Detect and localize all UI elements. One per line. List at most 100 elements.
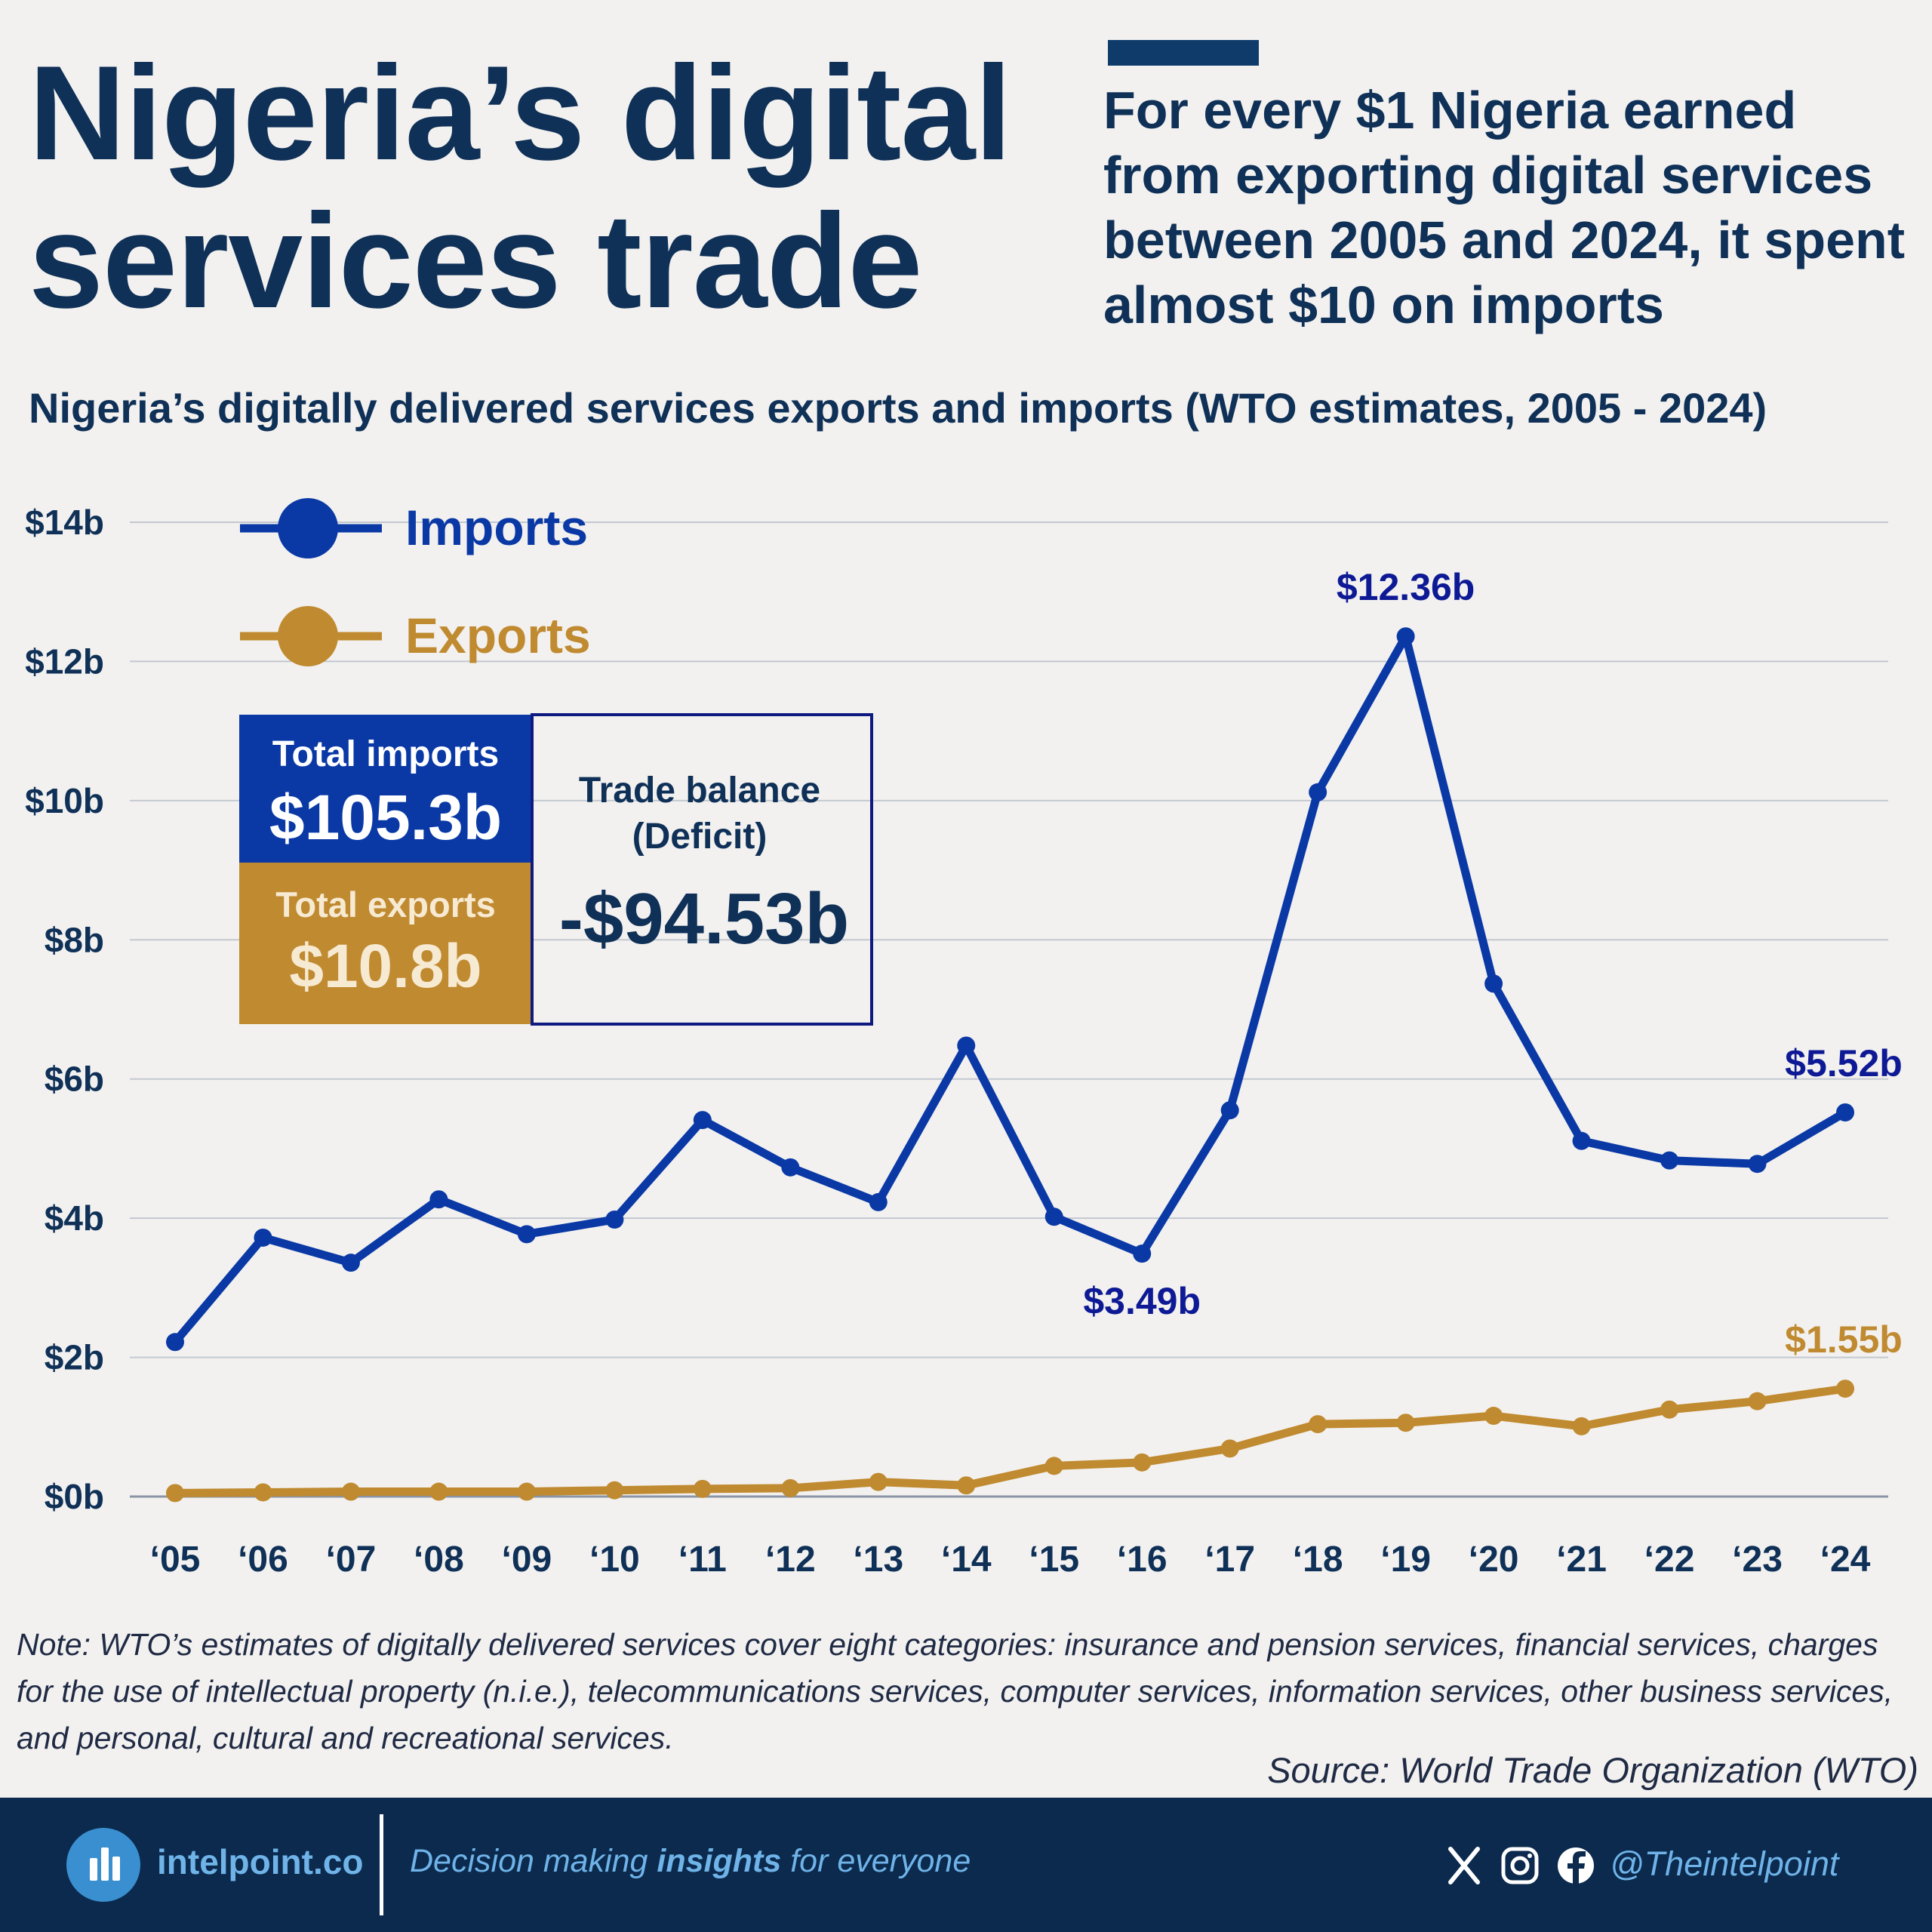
x-tick-label: ‘15 bbox=[1029, 1540, 1079, 1580]
social-icons bbox=[1448, 1847, 1594, 1884]
exports-point bbox=[1220, 1439, 1239, 1458]
legend-label: Exports bbox=[405, 608, 591, 663]
imports-point bbox=[1044, 1208, 1063, 1226]
imports-point bbox=[341, 1254, 360, 1272]
legend-marker bbox=[278, 606, 338, 666]
imports-point bbox=[1220, 1101, 1239, 1120]
x-tick-label: ‘11 bbox=[678, 1540, 727, 1580]
legend-item-imports: Imports bbox=[240, 498, 588, 558]
exports-point bbox=[605, 1481, 624, 1500]
exports-point bbox=[1748, 1392, 1767, 1411]
tagline-post: for everyone bbox=[781, 1843, 971, 1879]
axis-layer: $0b $2b $4b $6b $8b $10b $12b $14b ‘05 ‘06 ‘07 ‘08 ‘… bbox=[25, 503, 1871, 1580]
exports-total-label: Total exports bbox=[275, 884, 496, 924]
page-title: Nigeria’s digital services trade bbox=[29, 39, 1070, 335]
data-label: $12.36b bbox=[1337, 566, 1475, 608]
legend-label: Imports bbox=[405, 500, 588, 555]
balance-value: -$94.53b bbox=[559, 878, 849, 959]
x-tick-label: ‘13 bbox=[853, 1540, 903, 1580]
source-credit: Source: World Trade Organization (WTO) bbox=[1267, 1750, 1918, 1790]
headline-subtitle: For every $1 Nigeria earned from exporti… bbox=[1103, 78, 1926, 337]
exports-point bbox=[1044, 1457, 1063, 1475]
x-tick-label: ‘20 bbox=[1469, 1540, 1519, 1580]
title-line-1: Nigeria’s digital bbox=[29, 38, 1012, 188]
tagline-pre: Decision making bbox=[410, 1843, 657, 1879]
imports-point bbox=[781, 1158, 800, 1177]
data-label: $1.55b bbox=[1785, 1318, 1903, 1361]
annotations: $12.36b $3.49b $5.52b $1.55b bbox=[1083, 566, 1902, 1361]
title-line-2: services trade bbox=[29, 186, 922, 336]
tagline-bold: insights bbox=[657, 1843, 782, 1879]
instagram-icon[interactable] bbox=[1501, 1847, 1539, 1884]
imports-total-panel bbox=[239, 715, 532, 863]
brand-name[interactable]: intelpoint.co bbox=[157, 1842, 364, 1881]
accent-bar bbox=[1108, 40, 1259, 66]
x-tick-label: ‘19 bbox=[1380, 1540, 1431, 1580]
imports-point bbox=[869, 1192, 888, 1211]
subtitle-line: between 2005 and 2024, it spent bbox=[1103, 211, 1906, 269]
imports-point bbox=[254, 1228, 272, 1247]
legend-marker bbox=[278, 498, 338, 558]
legend: Imports Exports bbox=[240, 498, 591, 666]
imports-point bbox=[1836, 1103, 1854, 1121]
y-tick-label: $6b bbox=[45, 1060, 104, 1099]
y-tick-label: $4b bbox=[45, 1198, 104, 1238]
imports-point bbox=[166, 1333, 184, 1352]
footnote: Note: WTO’s estimates of digitally deliv… bbox=[17, 1627, 1894, 1755]
x-tick-label: ‘09 bbox=[502, 1540, 552, 1580]
x-tick-label: ‘21 bbox=[1556, 1540, 1607, 1580]
x-tick-label: ‘18 bbox=[1293, 1540, 1343, 1580]
exports-point bbox=[429, 1482, 448, 1501]
balance-panel bbox=[531, 713, 873, 1026]
imports-point bbox=[1572, 1131, 1591, 1150]
y-tick-label: $14b bbox=[25, 503, 104, 542]
facebook-icon[interactable] bbox=[1558, 1847, 1594, 1884]
exports-point bbox=[1572, 1417, 1591, 1435]
exports-point bbox=[1484, 1407, 1503, 1426]
imports-point bbox=[957, 1036, 976, 1055]
imports-total-label: Total imports bbox=[272, 734, 499, 774]
grid-layer bbox=[130, 521, 1888, 1498]
y-tick-label: $10b bbox=[25, 781, 104, 820]
exports-point bbox=[1660, 1400, 1679, 1419]
imports-point bbox=[1748, 1155, 1767, 1174]
y-tick-label: $0b bbox=[45, 1477, 104, 1516]
exports-point bbox=[341, 1482, 360, 1501]
exports-point bbox=[1396, 1414, 1415, 1432]
exports-point bbox=[1836, 1380, 1854, 1398]
series-line-imports bbox=[171, 632, 1850, 1346]
imports-point bbox=[1396, 627, 1415, 646]
social-handle[interactable]: @Theintelpoint bbox=[1610, 1844, 1839, 1883]
x-tick-label: ‘05 bbox=[150, 1540, 201, 1580]
exports-total-panel bbox=[239, 863, 532, 1024]
x-tick-label: ‘23 bbox=[1732, 1540, 1783, 1580]
subtitle-line: For every $1 Nigeria earned bbox=[1103, 81, 1797, 140]
exports-point bbox=[1309, 1415, 1327, 1434]
x-tick-label: ‘10 bbox=[589, 1540, 640, 1580]
chart-title: Nigeria’s digitally delivered services e… bbox=[29, 384, 1767, 432]
imports-point bbox=[517, 1225, 536, 1244]
summary-box: Total imports $105.3b Total exports $10.… bbox=[239, 713, 873, 1026]
x-tick-label: ‘12 bbox=[765, 1540, 816, 1580]
data-label: $5.52b bbox=[1785, 1042, 1903, 1084]
tagline: Decision making insights for everyone bbox=[410, 1843, 971, 1880]
imports-point bbox=[1133, 1244, 1152, 1263]
x-icon[interactable] bbox=[1448, 1847, 1480, 1884]
x-tick-label: ‘16 bbox=[1117, 1540, 1168, 1580]
x-tick-label: ‘08 bbox=[414, 1540, 464, 1580]
exports-point bbox=[1133, 1453, 1152, 1472]
imports-point bbox=[605, 1210, 624, 1229]
imports-point bbox=[693, 1111, 712, 1130]
y-tick-label: $2b bbox=[45, 1338, 104, 1377]
exports-point bbox=[781, 1478, 800, 1497]
exports-point bbox=[869, 1472, 888, 1491]
subtitle-line: almost $10 on imports bbox=[1103, 275, 1664, 334]
x-tick-label: ‘22 bbox=[1644, 1540, 1695, 1580]
bar-chart-icon bbox=[66, 1828, 140, 1902]
balance-label-1: Trade balance bbox=[579, 771, 820, 811]
imports-point bbox=[1484, 974, 1503, 993]
imports-point bbox=[429, 1190, 448, 1209]
x-tick-label: ‘17 bbox=[1204, 1540, 1255, 1580]
balance-label-2: (Deficit) bbox=[632, 817, 768, 857]
